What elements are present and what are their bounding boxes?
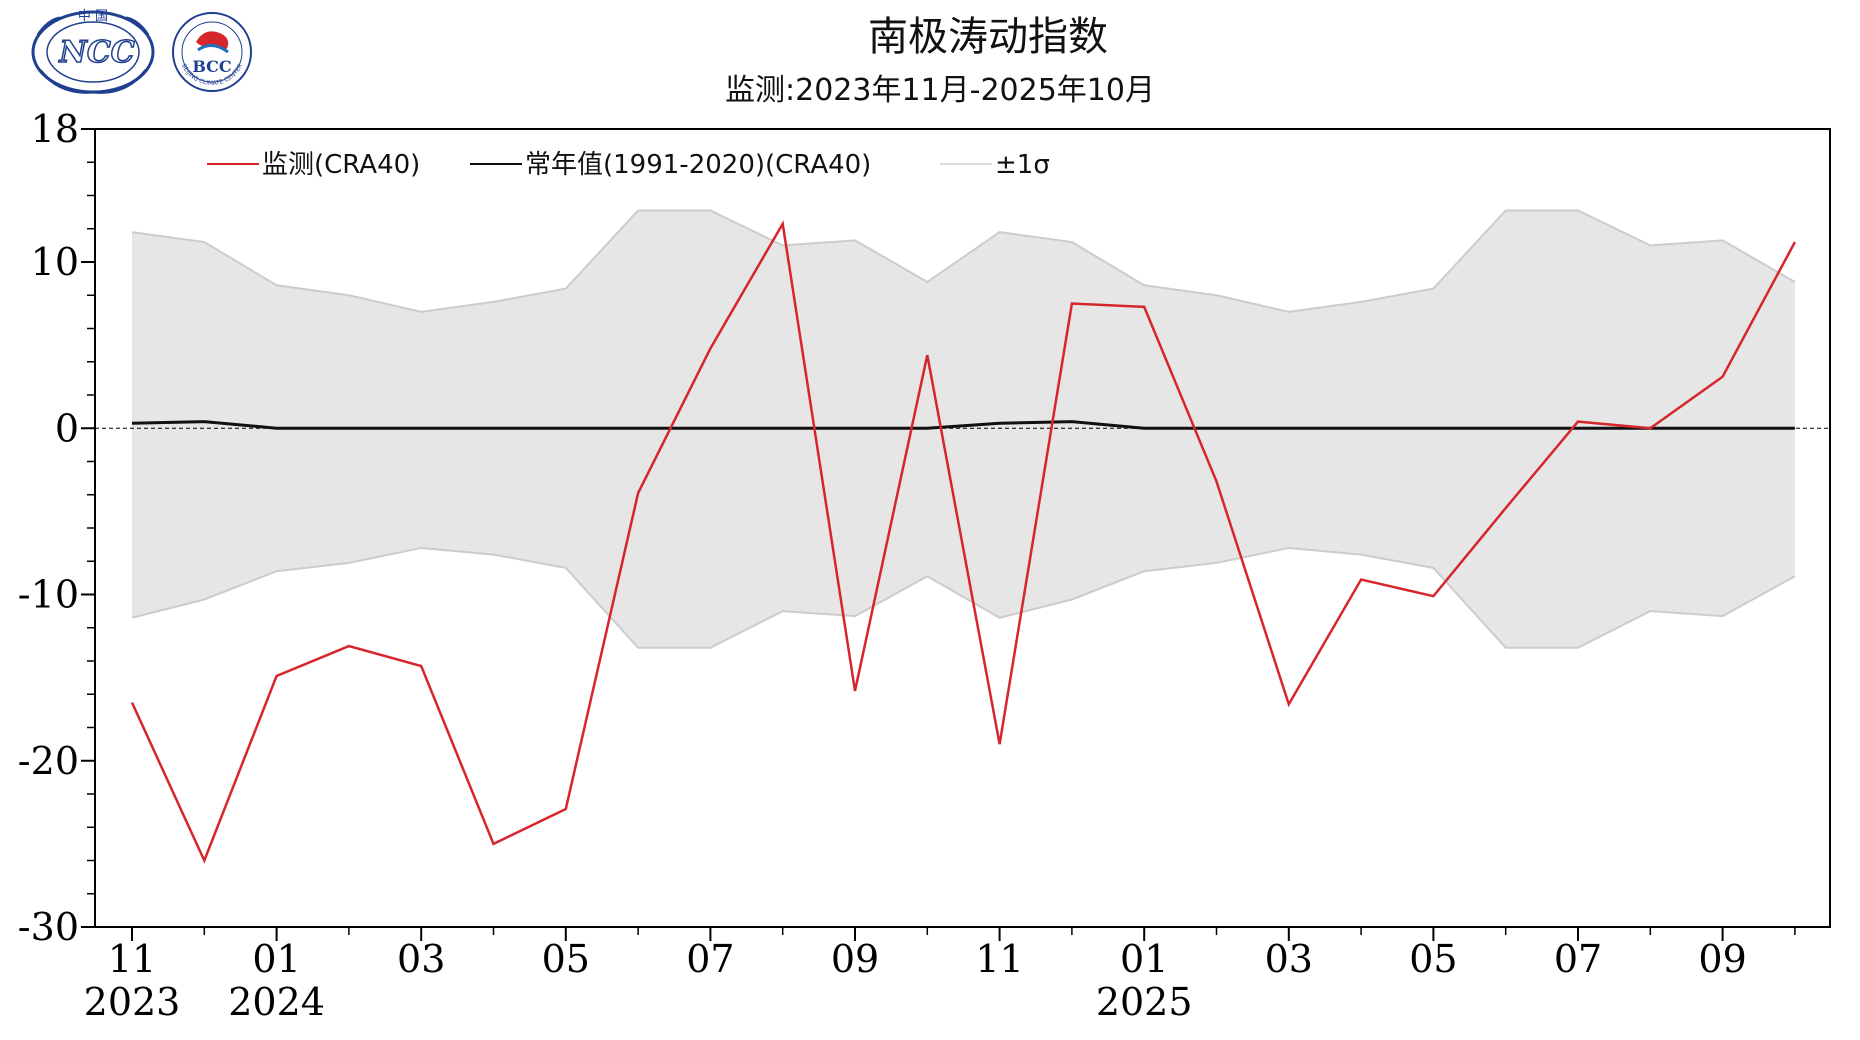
sigma-band-upper [131,209,1796,313]
x-tick-month: 11 [975,937,1023,981]
y-tick-label: -10 [18,573,79,617]
ncc-logo: 中 国 NCC [31,9,155,94]
x-tick-month: 03 [1265,937,1313,981]
sigma-band [131,209,1796,649]
x-tick-month: 09 [831,937,879,981]
bcc-logo-text: BCC [192,57,231,76]
x-tick-month: 07 [1554,937,1602,981]
sigma-band-area [132,210,1795,648]
chart-title: 南极涛动指数 [868,14,1108,60]
y-tick-label: 10 [31,240,79,284]
series-lines [130,220,1797,864]
x-tick-month: 01 [1120,937,1168,981]
y-tick-label: 0 [55,406,79,450]
ncc-logo-text: NCC [58,35,134,70]
x-tick-month: 03 [397,937,445,981]
legend-label: 常年值(1991-2020)(CRA40) [525,150,871,180]
legend-label: 监测(CRA40) [262,150,420,180]
x-tick-month: 09 [1698,937,1746,981]
x-tick-month: 05 [542,937,590,981]
y-tick-label: -20 [18,739,79,783]
chart-subtitle: 监测:2023年11月-2025年10月 [725,73,1155,108]
x-tick-month: 07 [686,937,734,981]
x-tick-month: 05 [1409,937,1457,981]
y-axis: 18 10 0 -10 -20 -30 [18,107,95,949]
x-tick-month: 01 [252,937,300,981]
climatology-line [131,420,1795,430]
legend-label: ±1σ [995,150,1050,180]
bcc-logo: BCC BEIJING CLIMATE CENTER [172,12,252,92]
y-tick-label: 18 [31,107,79,151]
monitoring-line [130,220,1797,864]
ncc-logo-top: 中 国 [78,9,108,24]
x-tick-year: 2023 [84,980,181,1024]
x-tick-year: 2024 [228,980,325,1024]
sigma-band-lower [131,546,1796,649]
x-tick-year: 2025 [1096,980,1193,1024]
y-tick-label: -30 [18,905,79,949]
legend: 监测(CRA40) 常年值(1991-2020)(CRA40) ±1σ [207,150,1050,180]
x-tick-month: 11 [108,937,156,981]
